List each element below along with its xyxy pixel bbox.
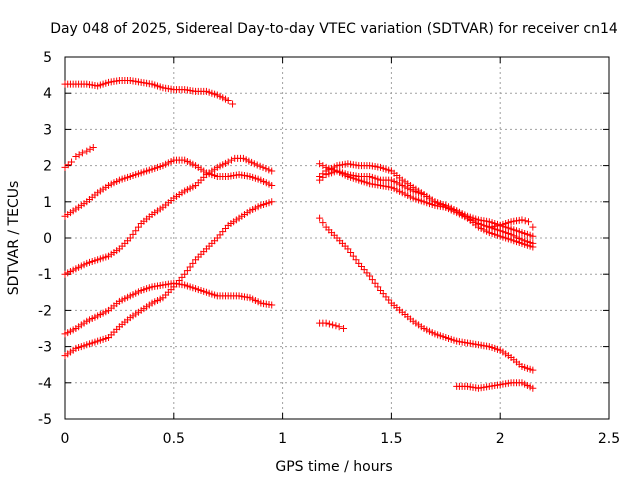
data-series	[61, 154, 276, 278]
y-tick-label: 0	[43, 231, 52, 247]
data-point	[329, 321, 337, 329]
data-point	[374, 283, 382, 291]
data-series	[316, 214, 537, 374]
data-point	[316, 214, 324, 222]
y-tick-label: -4	[38, 376, 52, 392]
x-tick-label: 1.5	[380, 431, 402, 447]
data-point	[181, 270, 189, 278]
data-point	[371, 279, 379, 287]
x-tick-labels: 0 0.5 1 1.5 2 2.5	[61, 431, 621, 447]
data-point	[529, 243, 537, 251]
data-series	[316, 167, 537, 251]
data-point	[529, 384, 537, 392]
y-tick-labels: -5 -4 -3 -2 -1 0 1 2 3 4 5	[38, 50, 52, 428]
y-tick-label: 1	[43, 195, 52, 211]
data-series	[485, 216, 537, 231]
data-series	[61, 279, 276, 338]
data-point	[529, 223, 537, 231]
data-point	[518, 216, 526, 224]
y-tick-label: -1	[38, 267, 52, 283]
data-point	[224, 96, 232, 104]
data-point	[529, 232, 537, 240]
data-point	[344, 245, 352, 253]
data-series	[61, 77, 237, 108]
data-point	[134, 223, 142, 231]
data-point	[322, 319, 330, 327]
data-point	[268, 198, 276, 206]
data-point	[229, 100, 237, 108]
data-series	[61, 198, 276, 360]
data-point	[319, 162, 327, 170]
data-point	[325, 320, 333, 328]
data-point	[224, 158, 232, 166]
data-point	[349, 252, 357, 260]
data-point	[316, 160, 324, 168]
y-tick-label: 4	[43, 86, 52, 102]
data-point	[72, 153, 80, 161]
data-series	[61, 156, 276, 220]
data-point	[332, 322, 340, 330]
data-point	[347, 248, 355, 256]
data-point	[256, 162, 264, 170]
x-tick-label: 2.5	[598, 431, 620, 447]
data-point	[319, 219, 327, 227]
y-tick-label: -3	[38, 340, 52, 356]
data-point	[189, 259, 197, 267]
data-point	[253, 161, 261, 169]
data-point	[227, 156, 235, 164]
data-point	[262, 165, 270, 173]
data-point	[186, 263, 194, 271]
data-point	[259, 163, 267, 171]
data-point	[268, 167, 276, 175]
data-point	[78, 149, 86, 157]
data-point	[68, 158, 76, 166]
y-axis-label: SDTVAR / TECUs	[6, 181, 22, 296]
data-point	[265, 166, 273, 174]
data-point	[335, 323, 343, 331]
y-tick-label: -5	[38, 412, 52, 428]
data-point	[126, 234, 134, 242]
data-point	[83, 147, 91, 155]
data-point	[521, 217, 529, 225]
y-tick-label: 3	[43, 122, 52, 138]
data-point	[268, 182, 276, 190]
data-point	[529, 366, 537, 374]
data-marks	[61, 77, 537, 392]
x-tick-label: 1	[278, 431, 287, 447]
y-tick-label: -2	[38, 303, 52, 319]
data-point	[89, 144, 97, 151]
data-point	[366, 272, 374, 280]
data-point	[368, 276, 376, 284]
data-series	[316, 319, 348, 332]
data-point	[129, 230, 137, 238]
x-axis-label: GPS time / hours	[275, 459, 392, 475]
data-point	[352, 256, 360, 264]
data-point	[250, 160, 258, 168]
x-tick-label: 0.5	[163, 431, 185, 447]
data-point	[132, 227, 140, 235]
x-tick-label: 0	[61, 431, 70, 447]
data-point	[183, 267, 191, 275]
data-series	[453, 379, 537, 392]
data-point	[86, 145, 94, 153]
data-point	[268, 301, 276, 309]
chart-title: Day 048 of 2025, Sidereal Day-to-day VTE…	[50, 21, 618, 37]
data-point	[524, 218, 532, 226]
plot-frame	[64, 56, 610, 420]
y-tick-label: 2	[43, 159, 52, 175]
data-point	[340, 325, 348, 332]
data-series	[61, 144, 97, 171]
y-tick-label: 5	[43, 50, 52, 66]
x-tick-label: 2	[496, 431, 505, 447]
data-point	[75, 151, 83, 159]
